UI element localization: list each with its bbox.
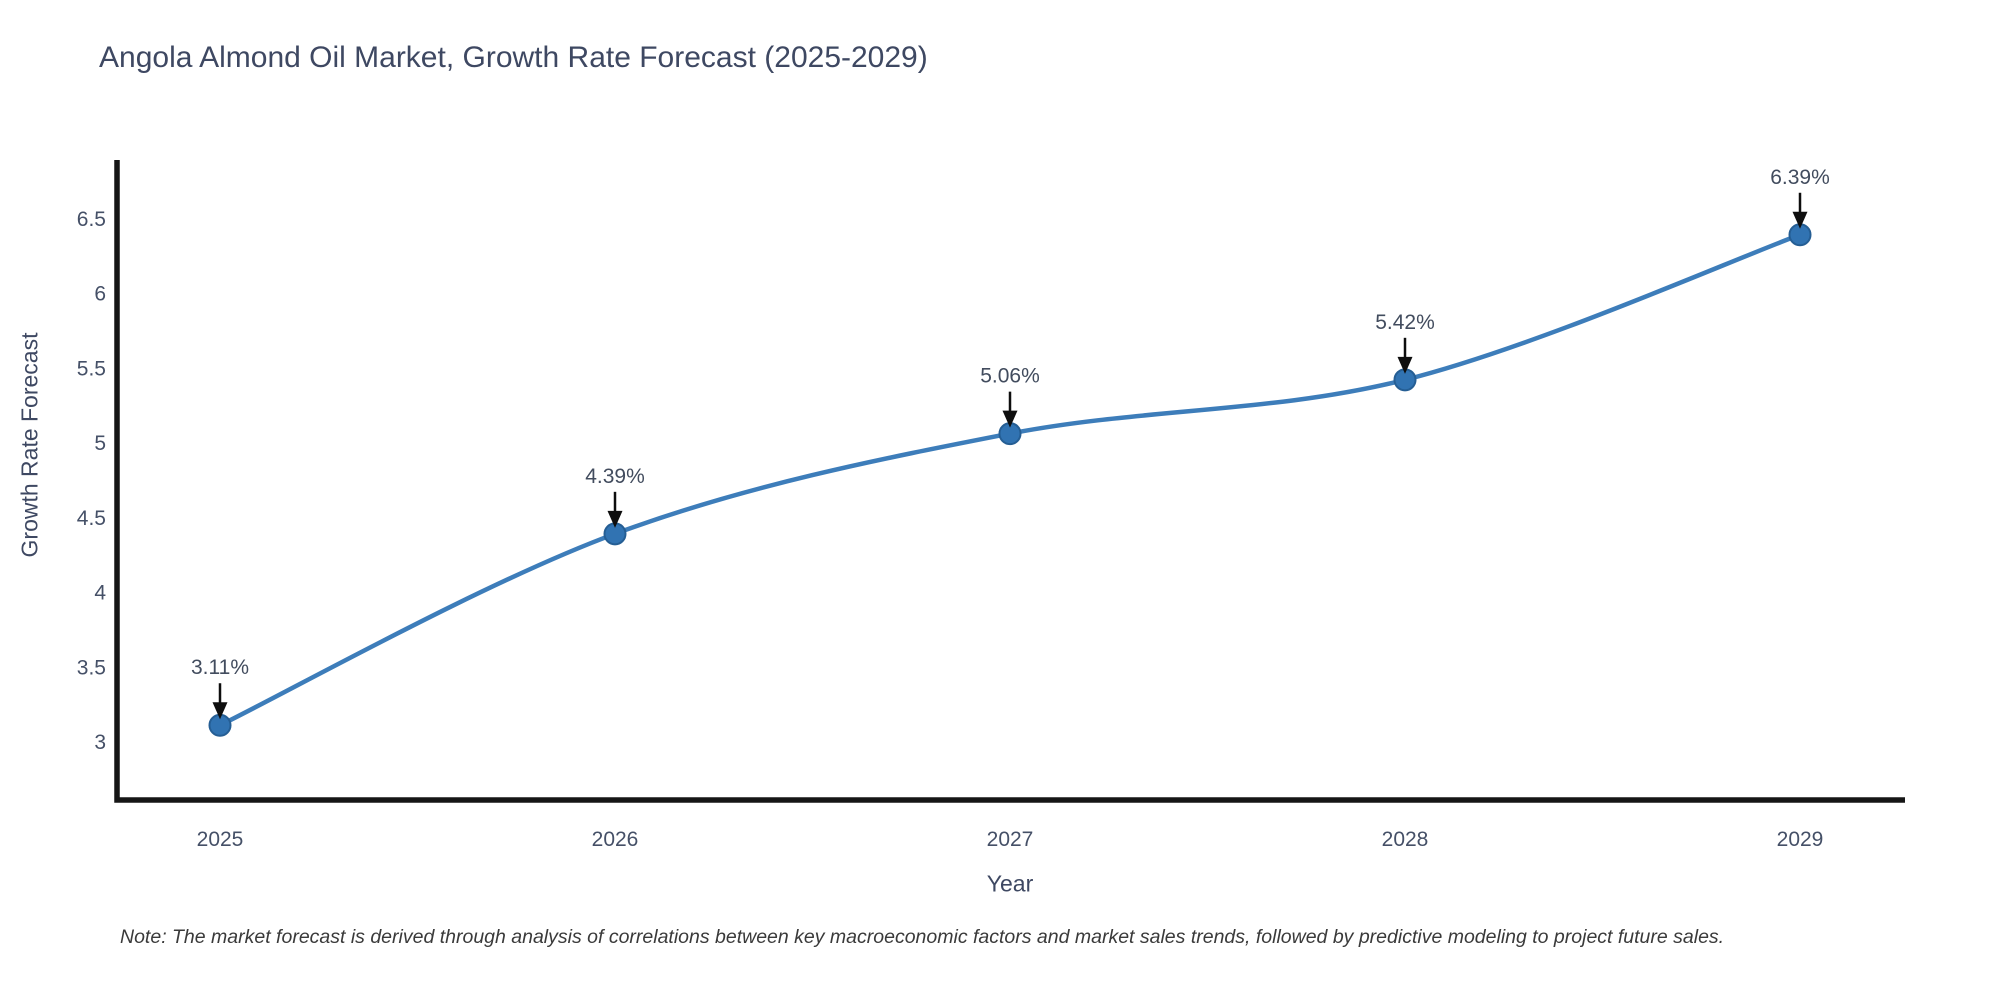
x-tick-label: 2027 bbox=[987, 828, 1034, 851]
x-tick-label: 2025 bbox=[197, 828, 244, 851]
y-tick-label: 4 bbox=[94, 582, 106, 605]
x-axis-title: Year bbox=[986, 870, 1034, 897]
annotation-arrow-icon bbox=[212, 702, 228, 720]
data-point-label: 4.39% bbox=[585, 465, 645, 488]
x-tick-label: 2026 bbox=[592, 828, 639, 851]
y-tick-label: 6 bbox=[94, 283, 106, 306]
data-point-label: 6.39% bbox=[1770, 166, 1830, 189]
x-tick-label: 2028 bbox=[1382, 828, 1429, 851]
chart-title: Angola Almond Oil Market, Growth Rate Fo… bbox=[99, 41, 928, 74]
chart-footnote: Note: The market forecast is derived thr… bbox=[120, 926, 1725, 948]
y-axis-title: Growth Rate Forecast bbox=[16, 332, 43, 558]
y-tick-label: 6.5 bbox=[77, 208, 106, 231]
y-tick-label: 3 bbox=[94, 731, 106, 754]
data-point-label: 5.42% bbox=[1375, 311, 1435, 334]
annotation-arrow-icon bbox=[1397, 356, 1413, 374]
annotation-arrow-icon bbox=[1792, 211, 1808, 229]
data-point-label: 5.06% bbox=[980, 365, 1040, 388]
trend-line bbox=[219, 232, 1801, 728]
y-tick-label: 5.5 bbox=[77, 357, 106, 380]
data-point-label: 3.11% bbox=[191, 656, 249, 679]
annotation-arrow-icon bbox=[607, 510, 623, 528]
y-tick-label: 4.5 bbox=[77, 507, 106, 530]
x-tick-label: 2029 bbox=[1777, 828, 1824, 851]
y-tick-label: 3.5 bbox=[77, 656, 106, 679]
y-tick-label: 5 bbox=[94, 432, 106, 455]
axis-lines bbox=[114, 160, 1905, 803]
annotation-arrow-icon bbox=[1002, 410, 1018, 428]
